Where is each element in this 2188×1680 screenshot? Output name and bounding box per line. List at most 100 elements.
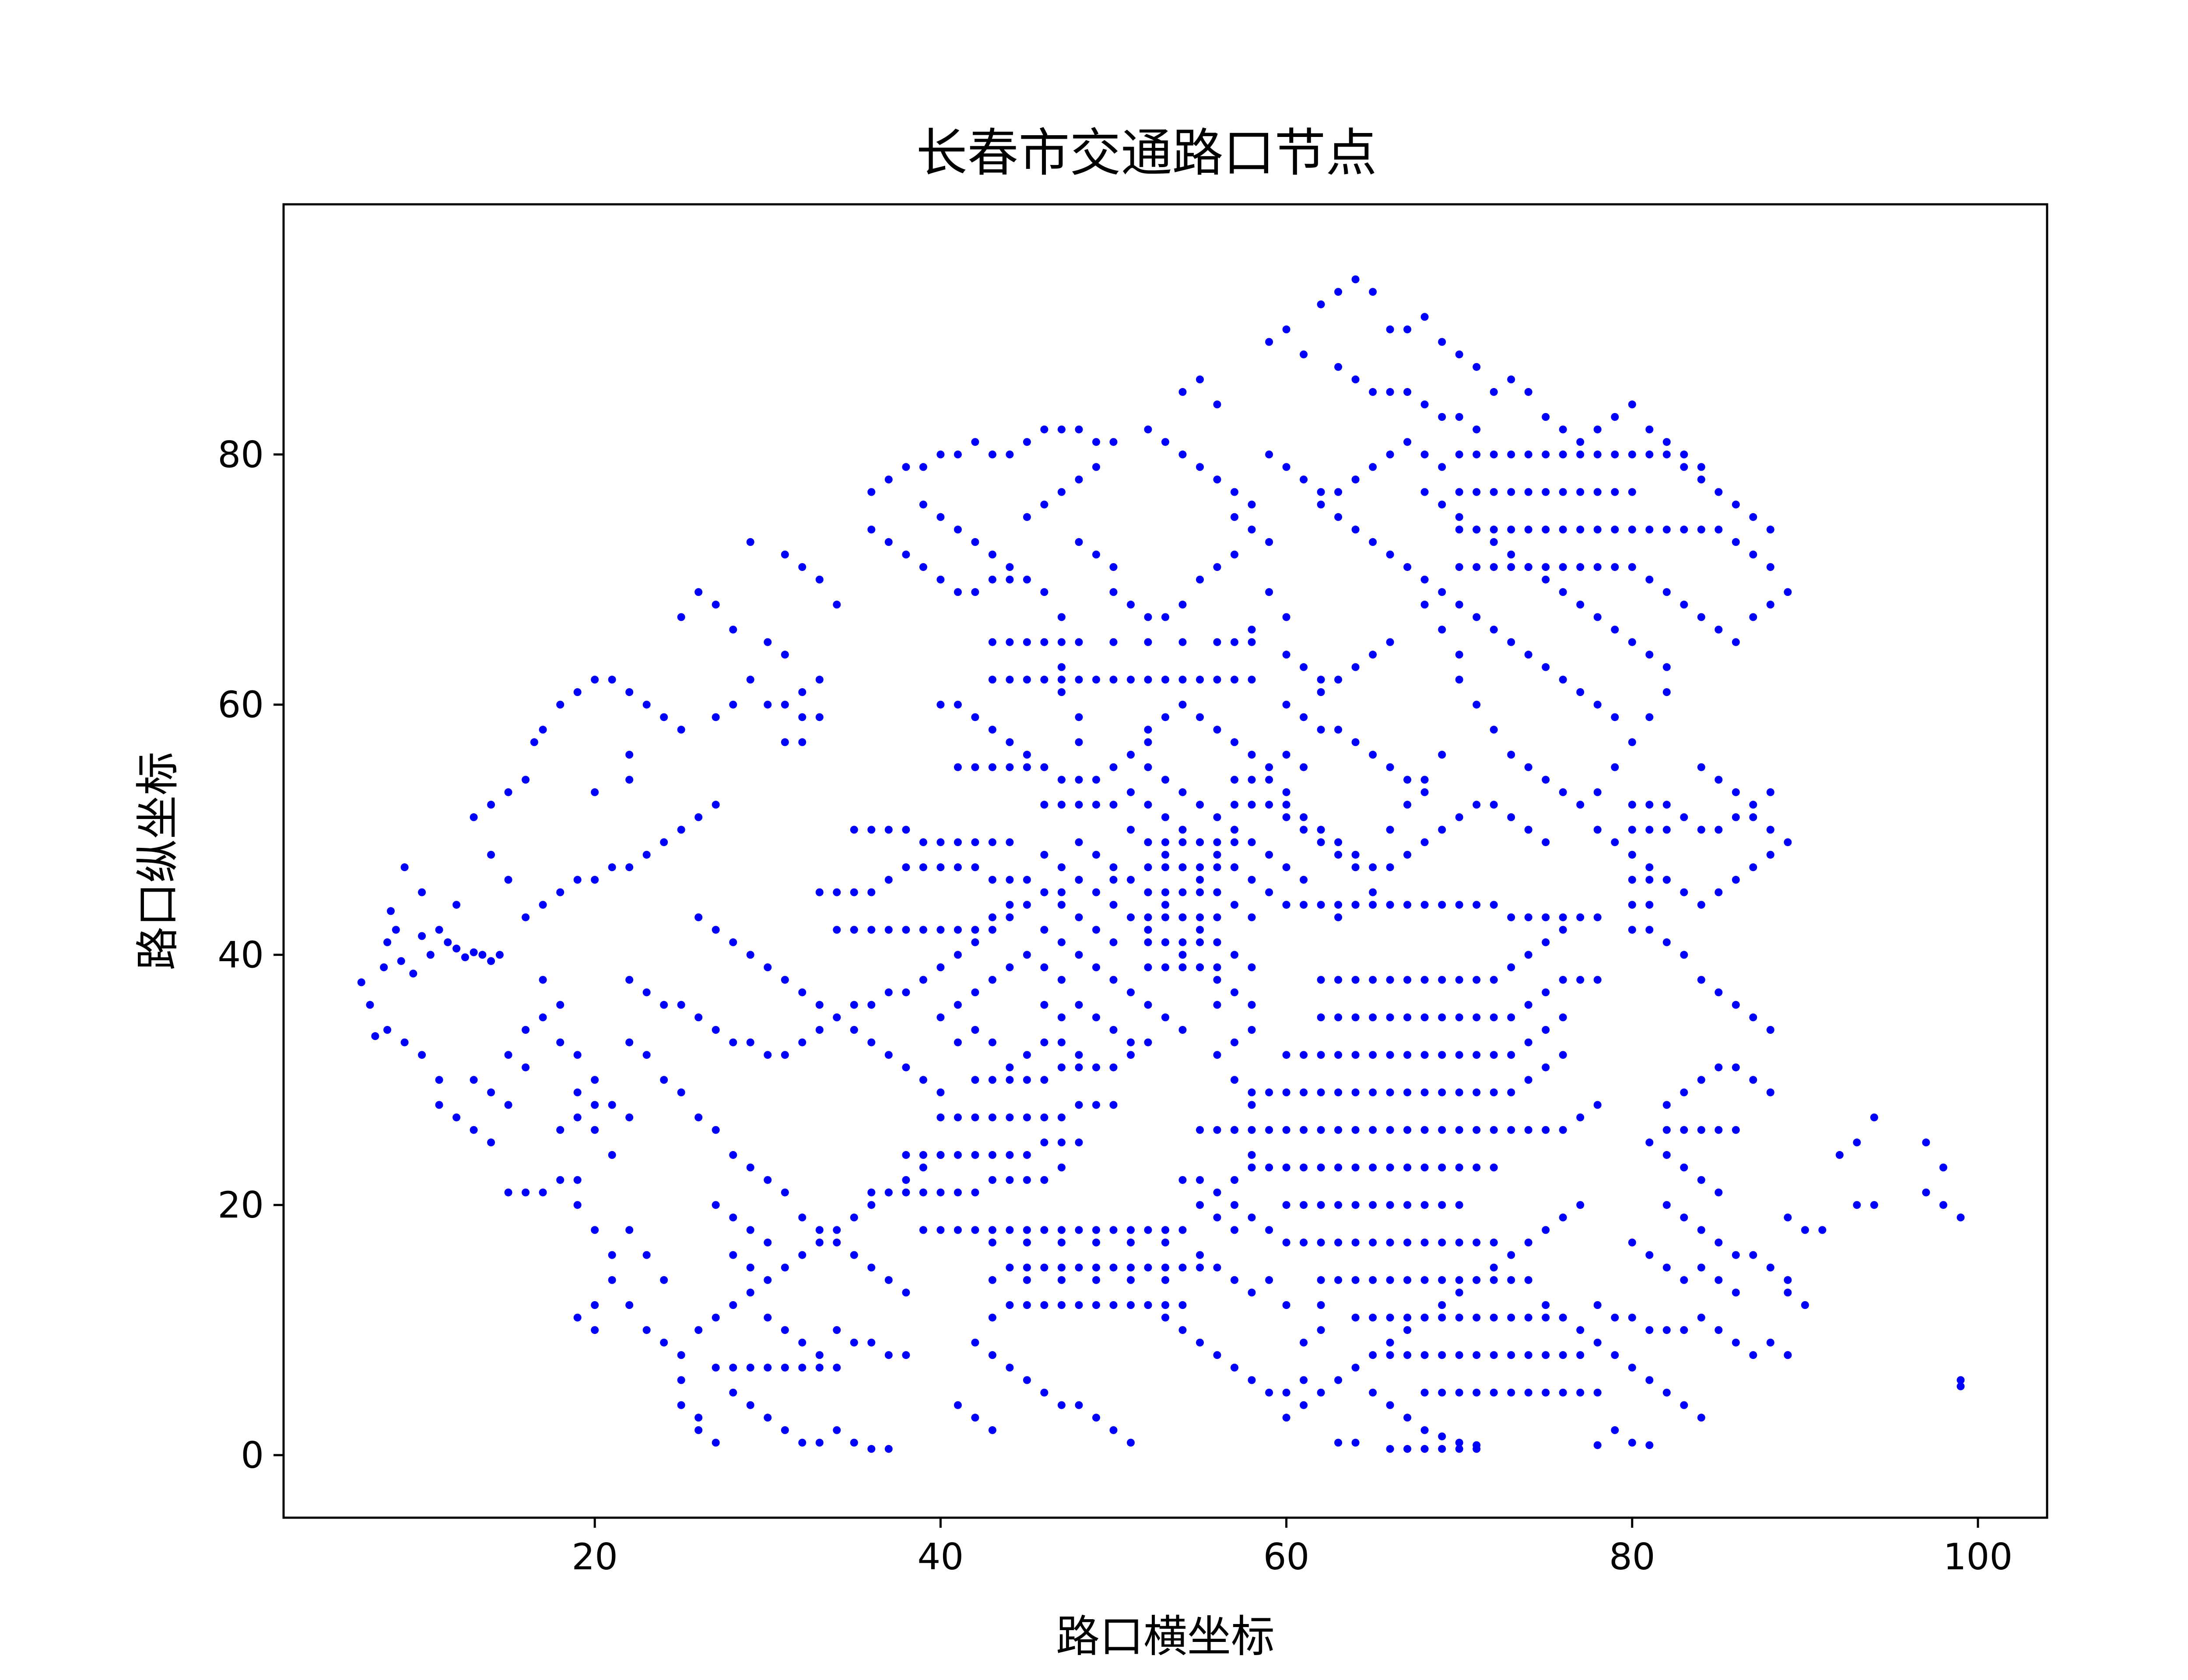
- data-point: [1213, 938, 1221, 946]
- data-point: [1386, 1239, 1394, 1246]
- data-point: [1524, 450, 1532, 458]
- data-point: [781, 1051, 789, 1059]
- data-point: [1075, 1101, 1083, 1109]
- data-point: [1386, 1163, 1394, 1172]
- data-point: [1127, 1301, 1135, 1309]
- data-point: [729, 1363, 737, 1372]
- data-point: [1075, 425, 1083, 434]
- data-point: [1853, 1138, 1861, 1147]
- data-point: [798, 1338, 806, 1347]
- data-point: [1161, 438, 1169, 446]
- data-point: [746, 538, 754, 546]
- data-point: [1576, 525, 1585, 534]
- data-point: [1438, 500, 1446, 509]
- data-point: [1576, 1113, 1585, 1122]
- data-point: [357, 978, 365, 987]
- data-point: [1213, 1001, 1221, 1009]
- data-point: [988, 1426, 996, 1434]
- data-point: [1265, 776, 1273, 784]
- data-point: [1438, 1432, 1446, 1441]
- data-point: [1542, 1351, 1550, 1359]
- data-point: [867, 1001, 876, 1009]
- data-point: [1507, 638, 1515, 646]
- data-point: [1351, 863, 1360, 872]
- data-point: [833, 1426, 841, 1434]
- data-point: [1040, 1389, 1048, 1397]
- data-point: [884, 1276, 893, 1284]
- data-point: [1317, 1126, 1325, 1134]
- data-point: [1369, 1051, 1377, 1059]
- data-point: [1455, 1438, 1463, 1447]
- data-point: [1231, 801, 1238, 809]
- data-point: [1576, 801, 1585, 809]
- data-point: [1455, 525, 1463, 534]
- data-point: [1559, 926, 1567, 934]
- data-point: [1144, 1038, 1152, 1046]
- data-point: [1473, 801, 1481, 809]
- data-point: [1386, 1088, 1394, 1096]
- data-point: [781, 1188, 789, 1197]
- data-point: [850, 1001, 858, 1009]
- data-point: [1144, 613, 1152, 621]
- data-point: [1420, 575, 1429, 584]
- data-point: [1196, 963, 1204, 971]
- data-point: [919, 463, 927, 471]
- data-point: [1231, 488, 1238, 496]
- data-point: [660, 838, 668, 847]
- data-point: [366, 1001, 374, 1009]
- data-point: [1473, 1013, 1481, 1022]
- data-point: [936, 863, 945, 872]
- data-point: [1300, 350, 1308, 359]
- data-point: [1369, 888, 1377, 896]
- data-point: [1403, 901, 1412, 909]
- data-point: [1040, 1076, 1048, 1084]
- data-point: [1092, 1101, 1100, 1109]
- data-point: [1334, 901, 1343, 909]
- data-point: [1386, 638, 1394, 646]
- data-point: [1524, 913, 1532, 921]
- data-point: [919, 838, 927, 847]
- data-point: [919, 563, 927, 571]
- data-point: [1438, 1313, 1446, 1322]
- data-point: [642, 1251, 651, 1259]
- data-point: [1542, 450, 1550, 458]
- data-point: [1006, 763, 1014, 771]
- data-point: [573, 875, 582, 884]
- plot-area-frame: [282, 203, 2048, 1519]
- data-point: [1473, 1239, 1481, 1246]
- data-point: [1075, 713, 1083, 721]
- data-point: [1092, 963, 1100, 971]
- data-point: [1351, 1201, 1360, 1209]
- data-point: [1697, 1226, 1705, 1234]
- data-point: [1559, 563, 1567, 571]
- data-point: [1662, 826, 1671, 834]
- data-point: [1334, 1239, 1343, 1246]
- data-point: [1455, 1351, 1463, 1359]
- data-point: [1248, 875, 1256, 884]
- data-point: [1127, 875, 1135, 884]
- data-point: [1196, 888, 1204, 896]
- data-point: [1144, 963, 1152, 971]
- data-point: [815, 1363, 824, 1372]
- data-point: [1922, 1138, 1930, 1147]
- data-point: [1023, 763, 1031, 771]
- data-point: [1542, 1301, 1550, 1309]
- data-point: [712, 1026, 720, 1034]
- data-point: [504, 1101, 512, 1109]
- data-point: [660, 1076, 668, 1084]
- data-point: [1628, 1363, 1636, 1372]
- data-point: [1403, 1163, 1412, 1172]
- data-point: [608, 1151, 616, 1159]
- data-point: [1282, 1201, 1290, 1209]
- data-point: [1282, 1163, 1290, 1172]
- data-point: [850, 826, 858, 834]
- data-point: [988, 1176, 996, 1184]
- data-point: [764, 638, 772, 646]
- data-point: [1092, 850, 1100, 859]
- data-point: [954, 1151, 962, 1159]
- data-point: [1611, 1426, 1619, 1434]
- data-point: [1369, 651, 1377, 659]
- data-point: [971, 988, 979, 997]
- data-point: [798, 988, 806, 997]
- data-point: [1196, 1176, 1204, 1184]
